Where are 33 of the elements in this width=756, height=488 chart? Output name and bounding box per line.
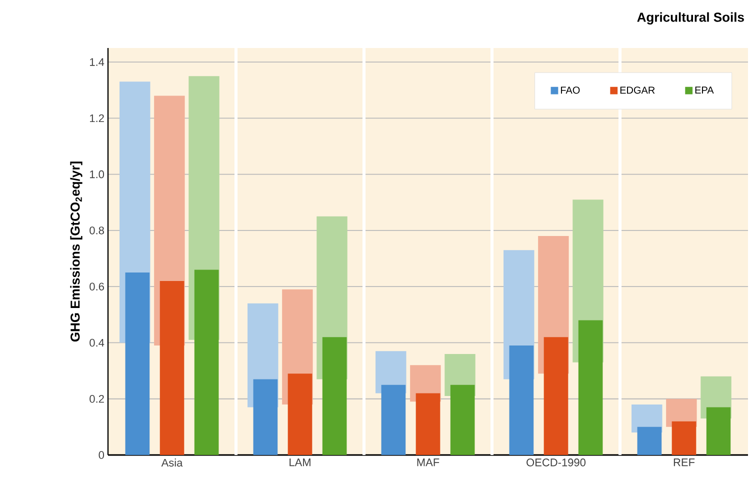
x-tick-label: MAF: [417, 458, 440, 466]
bar: [125, 272, 150, 455]
bar: [253, 379, 278, 455]
bar: [381, 384, 406, 455]
y-tick-label: 0.8: [90, 226, 104, 234]
x-tick-label: LAM: [290, 458, 310, 466]
x-tick-label: Asia: [161, 458, 183, 467]
y-tick-label: 0.2: [90, 394, 104, 403]
bar: [509, 346, 534, 455]
bar: [194, 270, 219, 455]
bar: [160, 280, 184, 455]
bar: [322, 337, 347, 455]
y-axis-title: GHG Emissions [GtCO$_{2}$eq/yr]: [70, 162, 82, 342]
bar: [578, 320, 603, 455]
y-tick-label: 0.6: [90, 282, 104, 290]
legend-label: EPA: [695, 86, 714, 94]
y-tick-label: 1.2: [90, 114, 104, 122]
y-tick-label: 1.4: [90, 58, 104, 66]
x-tick-label: OECD-1990: [526, 458, 586, 466]
bar: [706, 407, 731, 455]
y-tick-label: 1.0: [90, 170, 104, 178]
bar: [450, 384, 475, 455]
bar: [672, 421, 696, 455]
bar: [416, 393, 440, 455]
legend-label: FAO: [560, 86, 580, 94]
legend-label: EDGAR: [620, 86, 655, 94]
x-tick-label: REF: [674, 458, 695, 466]
y-tick-label: 0: [98, 451, 104, 459]
y-tick-label: 0.4: [90, 338, 104, 347]
bar: [288, 374, 312, 455]
bar: [637, 426, 662, 455]
chart-title: Agricultural Soils: [637, 12, 744, 24]
bar: [544, 337, 568, 455]
